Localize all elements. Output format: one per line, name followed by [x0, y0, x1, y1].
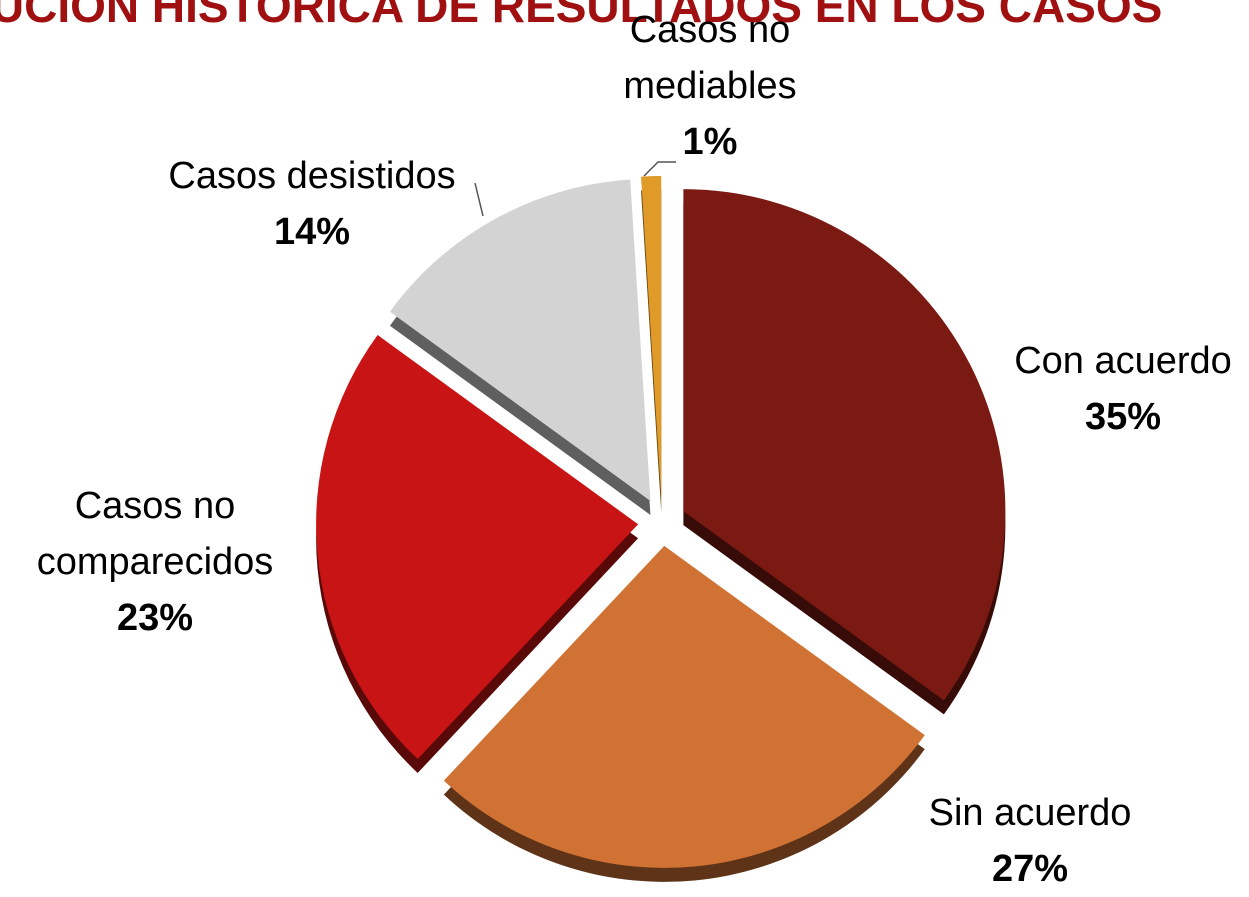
slice: [389, 179, 651, 501]
value-label: 27%: [991, 848, 1069, 890]
chart-title: BUCION HISTORICA DE RESULTADOS EN LOS CA…: [0, 0, 1162, 32]
category-name: Sin acuerdo: [928, 792, 1132, 834]
slice-label: Casos desistidos 14%: [142, 148, 482, 260]
value-label: 14%: [273, 211, 351, 253]
slice: [641, 176, 662, 499]
slice-label: Casos no comparecidos 23%: [5, 478, 305, 646]
leader-line: [474, 182, 484, 217]
category-name: Casos desistidos: [168, 155, 456, 197]
category-name: Con acuerdo: [1014, 340, 1232, 382]
value-label: 23%: [116, 597, 194, 639]
slice: [683, 189, 1006, 701]
value-label: 35%: [1084, 396, 1162, 438]
slice: [443, 545, 925, 868]
category-name: Casos no comparecidos: [36, 485, 274, 583]
pie: [316, 176, 1006, 882]
value-label: 1%: [682, 121, 738, 163]
slice-label: Casos no mediables 1%: [600, 2, 820, 170]
slice-label: Con acuerdo 35%: [983, 333, 1249, 445]
category-name: Casos no mediables: [623, 9, 797, 107]
slice-label: Sin acuerdo 27%: [890, 785, 1170, 897]
slice: [316, 334, 639, 759]
leader-line: [643, 161, 676, 177]
